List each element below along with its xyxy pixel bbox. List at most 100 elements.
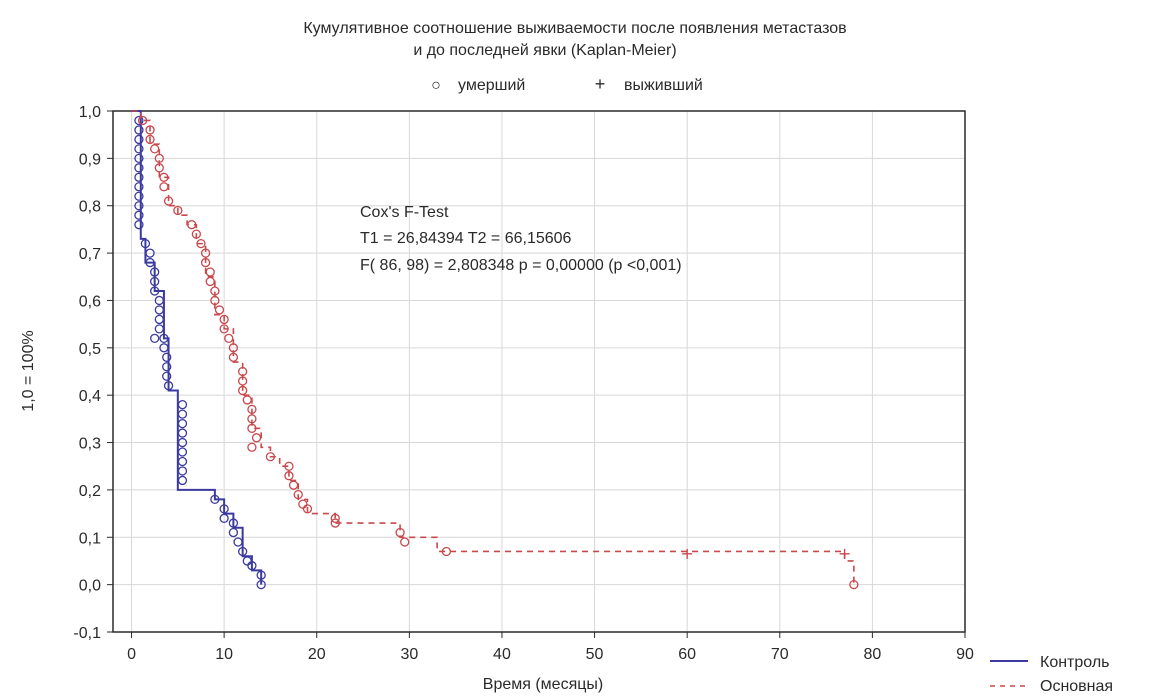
event-marker: [177, 475, 188, 486]
event-marker: [177, 447, 188, 457]
annotation-line-1: Cox's F-Test: [360, 204, 449, 221]
event-marker: [134, 163, 144, 173]
event-marker: [238, 546, 248, 557]
event-marker: [247, 561, 257, 571]
event-marker: [150, 144, 160, 154]
x-tick-label: 80: [863, 646, 881, 663]
marker-legend: ○ умерший + выживший: [431, 74, 703, 94]
event-marker: [145, 125, 155, 135]
event-marker: [265, 452, 276, 462]
event-marker: [284, 461, 294, 471]
event-marker: [177, 418, 188, 429]
event-marker: [134, 134, 144, 145]
y-tick-label: 0,4: [79, 388, 101, 405]
y-tick-label: 1,0: [79, 104, 101, 121]
event-marker: [242, 556, 252, 566]
event-marker: [134, 172, 144, 182]
event-marker: [140, 238, 151, 249]
x-tick-label: 70: [771, 646, 789, 663]
y-tick-label: 0,2: [79, 483, 101, 500]
event-marker: [228, 527, 239, 538]
legend-label-control: Контроль: [1040, 654, 1110, 671]
x-tick-label: 10: [215, 646, 233, 663]
x-tick-label: 40: [493, 646, 511, 663]
event-marker: [150, 286, 160, 296]
event-marker: [228, 518, 239, 528]
event-marker: [400, 537, 410, 547]
event-marker: [137, 115, 148, 126]
event-marker: [154, 163, 164, 173]
event-marker: [154, 305, 164, 315]
event-marker: [210, 295, 220, 306]
event-marker: [330, 513, 340, 523]
event-marker: [154, 295, 164, 306]
x-tick-label: 50: [586, 646, 604, 663]
marker-legend-dead-symbol: ○: [431, 77, 441, 94]
x-axis-ticks: 0 10 20 30 40 50 60 70 80 90: [127, 632, 974, 663]
event-marker: [238, 366, 248, 377]
event-marker: [247, 414, 257, 424]
cox-test-annotation: Cox's F-Test T1 = 26,84394 T2 = 66,15606…: [360, 204, 682, 274]
event-marker: [205, 267, 215, 277]
event-marker: [238, 385, 248, 396]
event-marker: [145, 257, 155, 268]
event-marker: [200, 248, 211, 258]
x-tick-label: 90: [956, 646, 974, 663]
event-marker: [219, 314, 229, 325]
event-marker: [224, 333, 234, 343]
y-tick-label: 0,6: [79, 293, 101, 310]
y-axis-ticks: -0,1 0,0 0,1 0,2 0,3 0,4 0,5 0,6 0,7 0,8 0,9 1,0: [73, 104, 113, 642]
event-marker: [200, 257, 211, 268]
event-marker: [191, 229, 201, 239]
event-marker: [256, 570, 266, 580]
event-marker: [134, 220, 144, 230]
event-marker: [134, 125, 144, 135]
event-marker: [395, 527, 405, 538]
event-marker: [228, 352, 239, 362]
event-marker: [293, 489, 303, 500]
event-marker: [150, 276, 160, 287]
event-marker: [247, 442, 257, 452]
marker-legend-alive-symbol: +: [595, 74, 606, 94]
event-marker: [177, 428, 188, 438]
event-marker: [163, 381, 174, 391]
series-main: [131, 110, 859, 590]
event-marker: [177, 456, 188, 467]
event-marker: [284, 471, 294, 481]
event-marker: [205, 276, 215, 287]
event-marker: [242, 395, 252, 405]
event-marker: [210, 494, 220, 505]
event-marker: [163, 196, 174, 206]
annotation-line-2: T1 = 26,84394 T2 = 66,15606: [360, 230, 572, 247]
annotation-line-3: F( 86, 98) = 2,808348 p = 0,00000 (p <0,…: [360, 257, 682, 274]
event-marker: [134, 191, 144, 201]
event-marker: [162, 362, 172, 372]
x-tick-label: 0: [127, 646, 136, 663]
y-tick-label: -0,1: [73, 625, 101, 642]
event-marker: [162, 352, 172, 362]
event-marker: [214, 305, 225, 315]
event-marker: [177, 437, 188, 448]
event-marker: [288, 480, 299, 490]
event-marker: [159, 343, 169, 353]
marker-legend-alive-label: выживший: [624, 77, 703, 94]
event-marker: [256, 579, 266, 590]
y-tick-label: 0,7: [79, 246, 101, 263]
grid: [113, 110, 966, 633]
event-marker: [159, 333, 169, 343]
event-marker: [134, 144, 144, 154]
event-marker: [134, 115, 144, 126]
event-marker: [302, 504, 313, 514]
event-marker: [251, 433, 262, 443]
y-tick-label: 0,1: [79, 530, 101, 547]
event-marker: [298, 499, 308, 509]
event-marker: [134, 182, 144, 192]
event-marker: [145, 248, 155, 258]
event-marker: [134, 153, 144, 164]
event-marker: [159, 182, 169, 192]
event-marker: [219, 324, 229, 334]
chart-title: Кумулятивное соотношение выживаемости по…: [303, 20, 846, 37]
event-marker: [210, 286, 220, 296]
event-marker: [330, 518, 340, 528]
